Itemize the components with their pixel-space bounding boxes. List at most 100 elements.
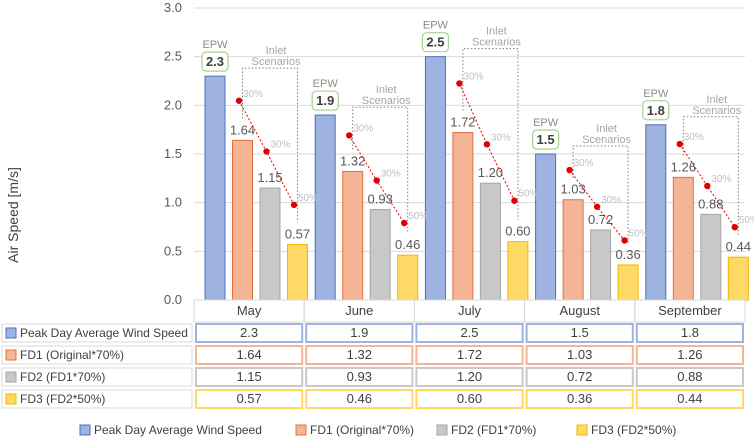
epw-value: 2.5 [426,35,444,50]
trend-dot [235,97,243,104]
bar [314,114,336,301]
percent-label: 30% [684,132,704,143]
y-tick-label: 3.0 [164,0,182,15]
table-cell [305,367,414,387]
epw-box [531,129,560,150]
epw-label: EPW [313,78,339,90]
bars [204,56,749,301]
trend-line [458,83,515,201]
bar [727,256,749,301]
epw-box [311,90,339,111]
epw-box [642,100,670,121]
legend-swatch [5,327,17,339]
table-value: 1.8 [681,325,699,340]
percent-label: 30% [574,158,594,169]
legend: Peak Day Average Wind Speed FD1 (Original… [79,423,676,437]
data-label: 0.72 [588,212,613,227]
bar [672,176,694,301]
inlet-label: Inlet [486,26,507,38]
table-value: 0.93 [347,369,372,384]
legend-label: Peak Day Average Wind Speed [94,423,262,437]
row-label: FD1 (Original*70%) [20,348,124,362]
trend-line [679,143,736,228]
data-label: 0.57 [285,227,310,242]
bar [424,56,446,301]
table-value: 1.26 [677,347,702,362]
data-label: 1.64 [230,122,255,137]
inlet-label: Scenarios [252,56,301,68]
trend-dot [483,141,491,148]
category-label: September [658,303,722,318]
data-label: 1.72 [450,115,475,130]
y-tick-label: 2.0 [164,97,182,112]
row-label-cell [1,345,193,365]
trend-dot [290,201,298,209]
percent-label: 30% [463,71,483,82]
bar [617,264,639,301]
data-label: 0.46 [395,237,420,252]
epw-box [201,51,229,72]
legend-label: FD1 (Original*70%) [310,423,414,437]
epw-label: EPW [643,88,669,100]
bar [287,244,308,301]
table-value: 0.36 [567,391,592,406]
epw-value: 1.5 [537,132,555,147]
percent-label: 30% [243,89,263,100]
trend-dot [731,223,738,231]
table-cell [525,367,634,387]
table-value: 1.72 [457,347,482,362]
bar [204,75,226,301]
category-label: June [345,303,373,318]
trend-dot [511,197,518,204]
legend-swatch [5,349,17,361]
percent-label: 50% [518,189,538,200]
table-cell [415,389,524,409]
row-label-cell [1,389,193,409]
table-cell [525,345,634,365]
data-label: 0.88 [698,196,723,211]
trend-dot [621,237,628,244]
trend-dot [346,132,353,139]
legend-swatch [5,393,17,405]
row-label-cell [1,323,193,343]
table-cell [195,389,304,409]
percent-label: 30% [491,132,511,143]
legend-label: FD3 (FD2*50%) [591,423,676,437]
table-value: 0.46 [347,391,372,406]
inlet-bracket [352,106,409,234]
table-value: 0.72 [567,369,592,384]
percent-label: 50% [298,193,318,204]
inlet-label: Scenarios [472,37,521,49]
row-label: Peak Day Average Wind Speed [20,326,188,340]
table-value: 1.20 [457,369,482,384]
epw-value: 1.9 [316,93,334,108]
table-value: 1.03 [567,347,592,362]
inlet-label: Scenarios [362,95,411,107]
legend-swatch [295,424,307,436]
epw-label: EPW [202,39,228,51]
bar [342,171,364,301]
trend-dot [566,166,573,174]
bar [507,241,529,301]
table-cell [635,323,744,343]
table-value: 1.64 [236,347,261,362]
data-label: 0.44 [726,239,751,254]
table-value: 0.88 [677,369,702,384]
table-cell [305,323,414,343]
table-value: 2.5 [460,325,478,340]
percent-label: 50% [739,215,754,226]
trend-dot [373,177,380,184]
bar [369,208,391,301]
table-cell [635,389,744,409]
data-label: 1.03 [560,182,585,197]
data-label: 1.32 [340,154,365,169]
trend-dot [676,140,683,148]
bar [535,153,557,301]
inlet-label: Inlet [596,123,617,135]
data-label: 0.36 [615,247,640,262]
bar [452,132,474,301]
table-cell [195,367,304,387]
y-axis: 0.0 0.5 1.0 1.5 2.0 2.5 3.0 [164,0,182,307]
table-value: 1.32 [347,347,372,362]
trend-dot [263,148,270,155]
